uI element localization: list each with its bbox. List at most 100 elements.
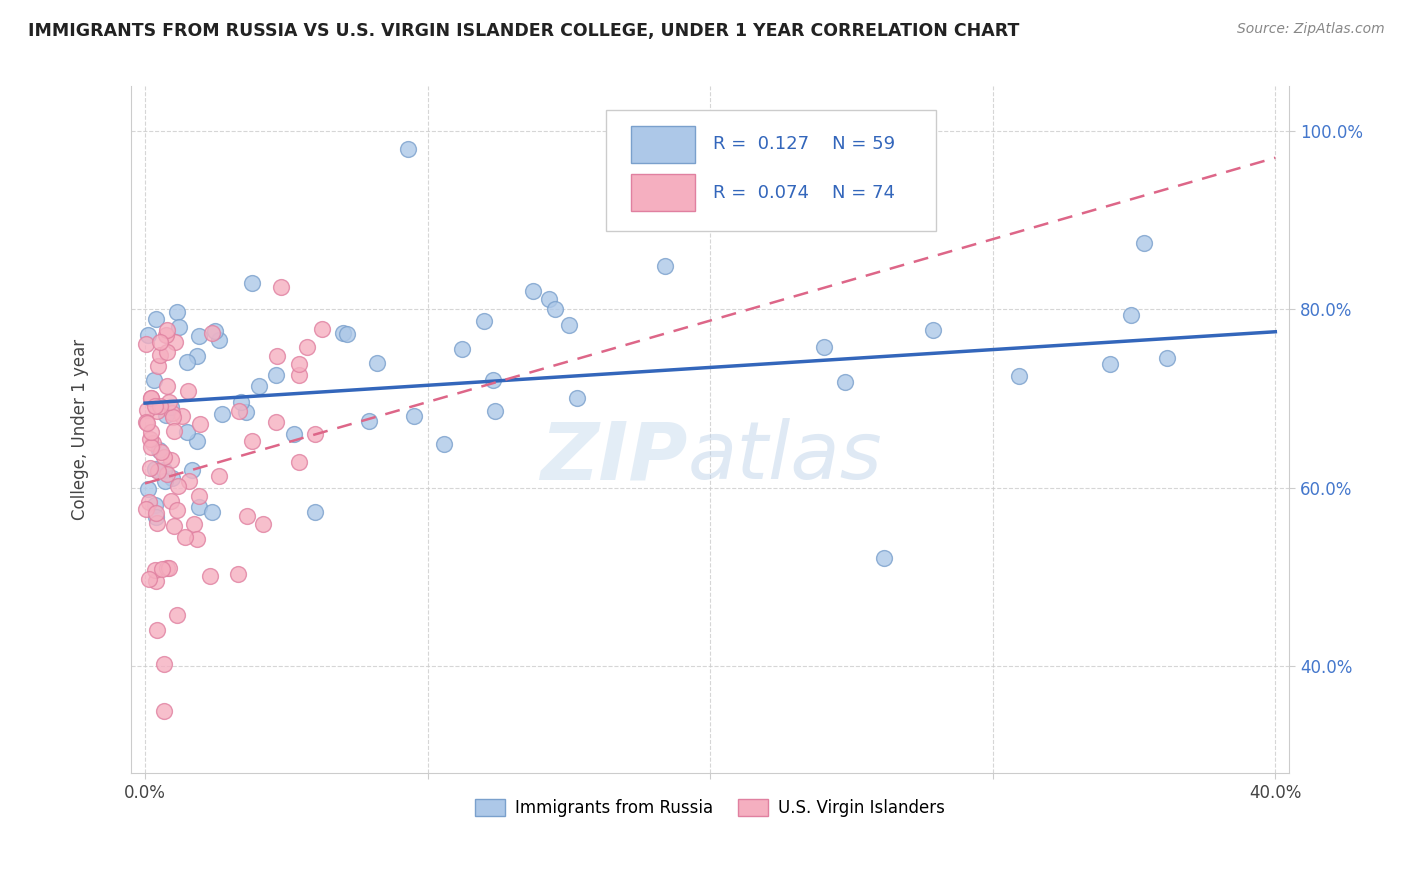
- Point: [139, 391, 162, 405]
- Point: [135, 337, 157, 351]
- Point: [152, 704, 174, 718]
- Point: [145, 509, 167, 524]
- Point: [176, 355, 198, 369]
- Text: IMMIGRANTS FROM RUSSIA VS U.S. VIRGIN ISLANDER COLLEGE, UNDER 1 YEAR CORRELATION: IMMIGRANTS FROM RUSSIA VS U.S. VIRGIN IS…: [28, 22, 1019, 40]
- Point: [873, 550, 896, 565]
- Point: [138, 482, 160, 496]
- Point: [1119, 308, 1142, 322]
- Point: [190, 417, 212, 431]
- Point: [482, 373, 505, 387]
- FancyBboxPatch shape: [631, 126, 695, 163]
- Point: [198, 569, 221, 583]
- Point: [153, 474, 176, 488]
- Point: [283, 427, 305, 442]
- Point: [1099, 357, 1122, 371]
- Point: [157, 394, 180, 409]
- Point: [229, 394, 252, 409]
- Point: [208, 469, 231, 483]
- FancyBboxPatch shape: [631, 174, 695, 211]
- Point: [402, 409, 425, 424]
- Point: [177, 384, 200, 398]
- Point: [359, 414, 381, 428]
- Text: Source: ZipAtlas.com: Source: ZipAtlas.com: [1237, 22, 1385, 37]
- Point: [287, 357, 309, 371]
- Point: [201, 505, 224, 519]
- Point: [235, 405, 257, 419]
- Point: [208, 333, 231, 347]
- Point: [186, 434, 208, 448]
- Point: [396, 142, 419, 156]
- Point: [169, 320, 191, 334]
- Point: [163, 424, 186, 438]
- Point: [156, 344, 179, 359]
- Point: [204, 325, 226, 339]
- Point: [297, 340, 319, 354]
- Point: [136, 328, 159, 343]
- Point: [834, 376, 856, 390]
- Point: [162, 409, 184, 424]
- Point: [247, 378, 270, 392]
- Point: [180, 463, 202, 477]
- Point: [235, 509, 257, 524]
- Point: [266, 350, 288, 364]
- Point: [336, 326, 359, 341]
- Point: [159, 494, 181, 508]
- Point: [148, 442, 170, 457]
- Point: [142, 435, 165, 450]
- Point: [1008, 368, 1031, 383]
- Point: [188, 500, 211, 515]
- Y-axis label: College, Under 1 year: College, Under 1 year: [72, 339, 89, 520]
- Point: [813, 340, 835, 354]
- Point: [201, 326, 224, 340]
- Point: [332, 326, 354, 341]
- Point: [155, 323, 177, 337]
- Point: [433, 437, 456, 451]
- Point: [240, 434, 263, 448]
- Point: [288, 455, 311, 469]
- Point: [228, 403, 250, 417]
- FancyBboxPatch shape: [606, 111, 936, 231]
- Point: [311, 322, 333, 336]
- Point: [252, 517, 274, 532]
- Point: [484, 404, 506, 418]
- Point: [186, 532, 208, 546]
- Point: [145, 506, 167, 520]
- Point: [153, 463, 176, 477]
- Point: [186, 349, 208, 363]
- Point: [149, 334, 172, 349]
- Point: [139, 425, 162, 440]
- Point: [472, 314, 495, 328]
- Point: [139, 433, 162, 447]
- Point: [143, 498, 166, 512]
- Point: [451, 342, 474, 356]
- Point: [264, 368, 287, 383]
- Point: [537, 292, 560, 306]
- Point: [146, 359, 169, 373]
- Point: [155, 409, 177, 423]
- Point: [160, 452, 183, 467]
- Text: R =  0.127    N = 59: R = 0.127 N = 59: [713, 136, 894, 153]
- Point: [270, 280, 292, 294]
- Point: [148, 348, 170, 362]
- Point: [177, 474, 200, 488]
- Point: [166, 304, 188, 318]
- Point: [143, 462, 166, 476]
- Point: [565, 391, 588, 405]
- Point: [156, 379, 179, 393]
- Point: [135, 502, 157, 516]
- Point: [153, 657, 176, 672]
- Point: [152, 450, 174, 465]
- Point: [150, 445, 173, 459]
- Point: [211, 408, 233, 422]
- Point: [240, 276, 263, 290]
- Point: [145, 312, 167, 326]
- Point: [288, 368, 311, 383]
- Point: [149, 399, 172, 413]
- Point: [163, 518, 186, 533]
- Point: [163, 335, 186, 350]
- Point: [155, 328, 177, 343]
- Point: [166, 503, 188, 517]
- Point: [366, 356, 388, 370]
- Point: [304, 506, 326, 520]
- Point: [135, 403, 157, 417]
